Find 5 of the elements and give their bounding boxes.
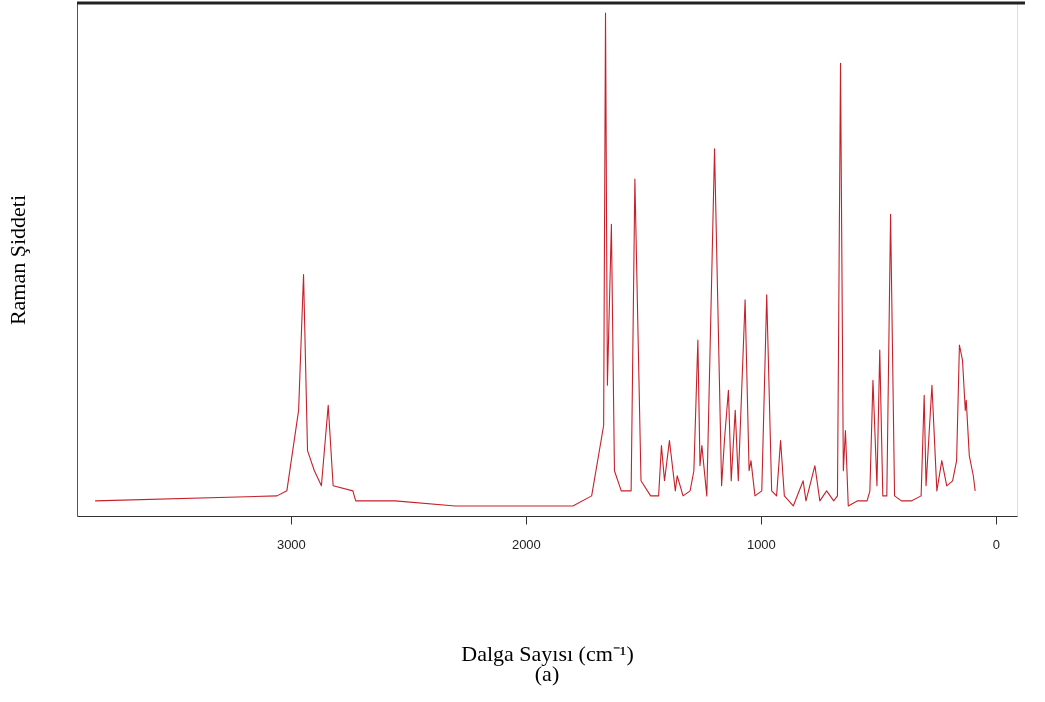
y-axis-title: Raman Şiddeti (4, 194, 30, 326)
x-tick-label: 0 (992, 536, 1000, 552)
x-tick-label: 2000 (511, 536, 541, 552)
x-tick-label: 1000 (746, 536, 776, 552)
x-tick-label: 3000 (276, 536, 306, 552)
